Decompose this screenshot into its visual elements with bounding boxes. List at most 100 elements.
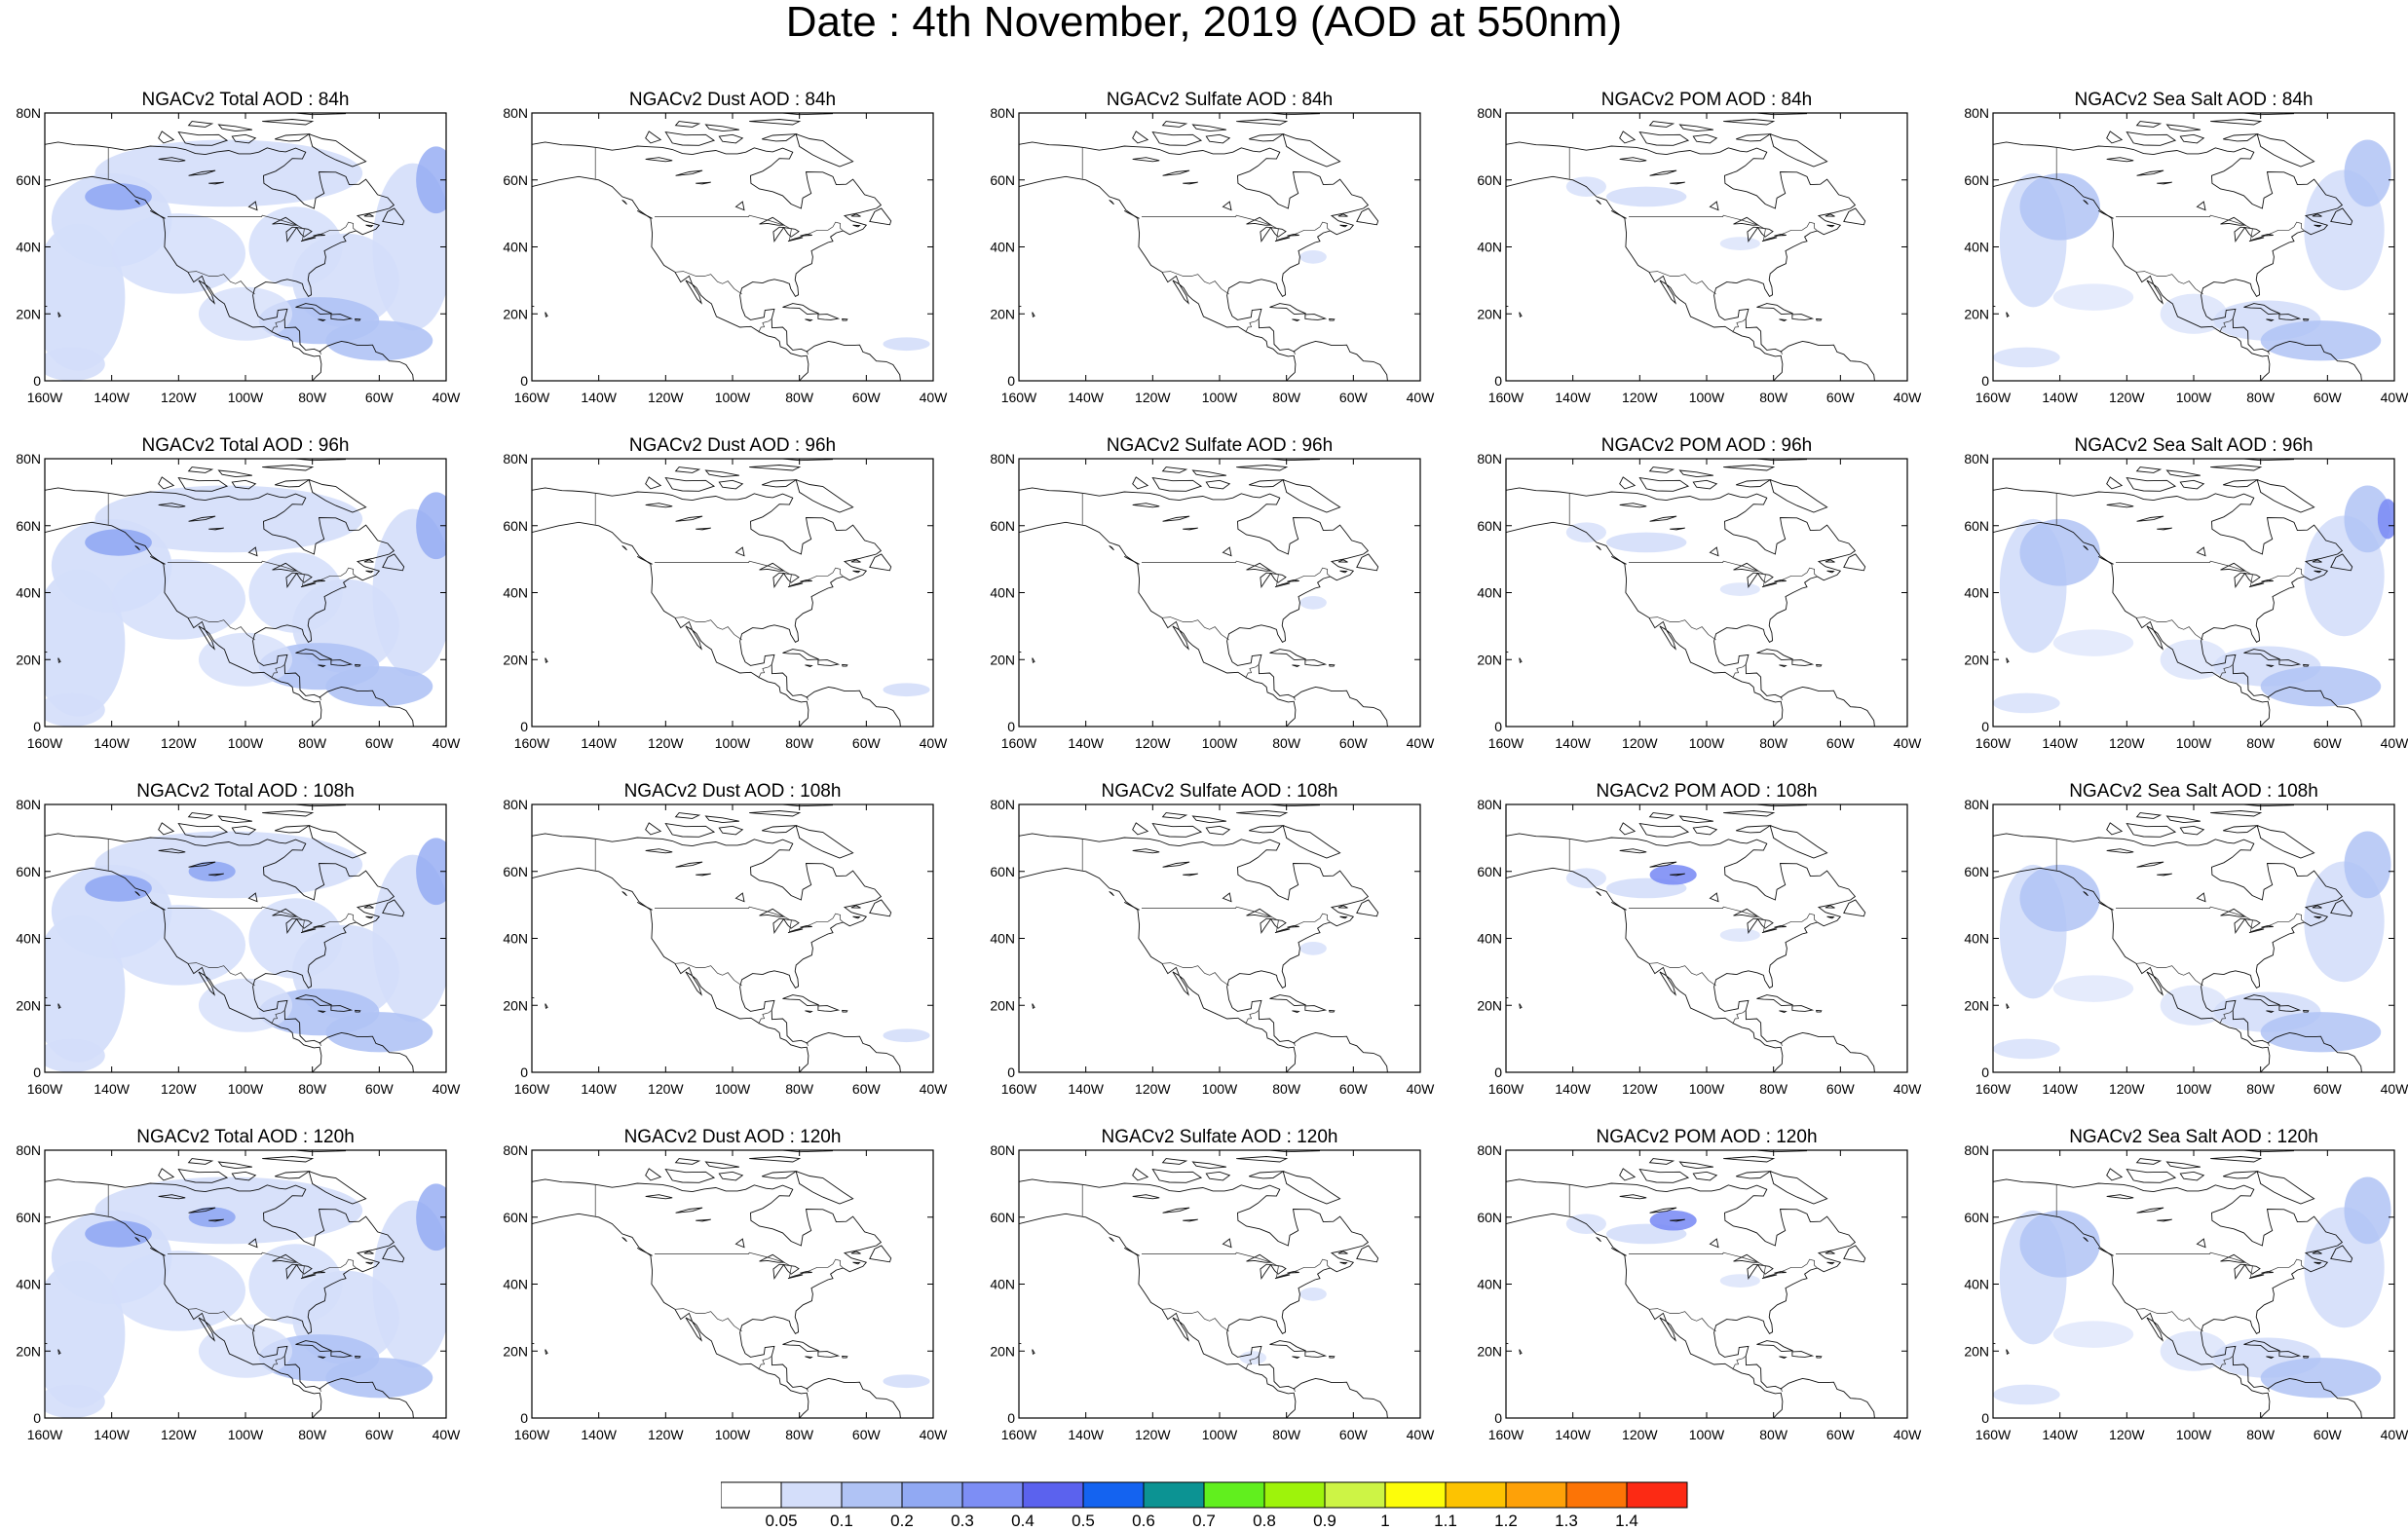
island-outline <box>2243 1340 2280 1353</box>
plot-background <box>532 113 933 381</box>
island-outline <box>704 1161 739 1170</box>
aod-patch <box>2019 518 2100 586</box>
aod-patch <box>198 1324 293 1378</box>
lake-outline <box>2196 546 2206 557</box>
island-outline <box>1151 1169 1203 1183</box>
lat-tick-label: 40N <box>990 1277 1015 1292</box>
plot-background <box>1019 804 1420 1072</box>
island-outline <box>2135 812 2163 819</box>
island-outline <box>1779 1010 1787 1013</box>
lon-tick-label: 120W <box>2109 735 2145 751</box>
island-outline <box>2083 1237 2088 1243</box>
coastline <box>1993 1213 2271 1418</box>
lon-tick-label: 140W <box>2042 390 2078 405</box>
lon-tick-label: 40W <box>433 1427 462 1442</box>
lon-tick-label: 40W <box>920 735 949 751</box>
lon-tick-label: 80W <box>2246 1427 2276 1442</box>
coastline <box>2006 1349 2010 1356</box>
lake-outline <box>247 546 258 557</box>
island-outline <box>1109 200 1114 205</box>
panel-title: NGACv2 Sulfate AOD : 96h <box>1106 435 1334 456</box>
tick-marks <box>1505 112 1908 382</box>
lon-tick-label: 140W <box>1068 1427 1104 1442</box>
island-outline <box>1692 133 1718 144</box>
country-border <box>1162 962 1229 987</box>
borders <box>1081 839 1331 1047</box>
tick-marks <box>531 1149 934 1419</box>
coastline <box>1993 487 2344 698</box>
lake-outline <box>208 1218 224 1222</box>
island-outline <box>158 822 175 836</box>
coastline <box>57 312 61 318</box>
lat-tick-label: 40N <box>990 240 1015 255</box>
coastlines <box>1993 804 2362 1072</box>
island-outline <box>1269 303 1306 316</box>
lon-tick-label: 60W <box>1339 1081 1369 1097</box>
island-outline <box>1205 479 1231 490</box>
lake-outline <box>2261 233 2274 237</box>
lake-outline <box>2220 1253 2247 1263</box>
island-outline <box>1282 478 1341 513</box>
tick-marks <box>1992 458 2395 728</box>
lon-tick-label: 60W <box>852 1081 882 1097</box>
lat-tick-label: 60N <box>1964 172 1989 188</box>
coastline <box>57 1003 61 1010</box>
coastlines <box>1019 113 1388 381</box>
lake-outline <box>1733 908 1760 917</box>
lon-tick-label: 100W <box>715 735 751 751</box>
island-outline <box>1292 318 1300 321</box>
map-panel-total-96h: 80N 60N 40N 20N 0 160W 140W 120W 100W 80W 60W 40W NG… <box>0 435 477 762</box>
island-outline <box>275 825 311 834</box>
colorbar-box <box>1022 1481 1084 1509</box>
lake-outline <box>696 527 711 531</box>
aod-patch <box>1993 692 2060 714</box>
lake-outline <box>2196 1238 2206 1249</box>
island-outline <box>1282 132 1341 168</box>
lat-tick-label: 60N <box>503 864 528 879</box>
lon-tick-label: 80W <box>1272 735 1301 751</box>
lat-tick-label: 60N <box>990 864 1015 879</box>
island-outline <box>1249 1171 1285 1179</box>
lake-outline <box>2234 226 2246 243</box>
island-outline <box>1339 915 1348 919</box>
aod-shading <box>1565 176 1760 250</box>
lake-outline <box>696 1218 711 1222</box>
plot-background <box>1506 113 1907 381</box>
lon-tick-label: 80W <box>785 390 814 405</box>
country-border <box>675 962 742 987</box>
lake-outline <box>1287 1270 1299 1274</box>
island-outline <box>2210 119 2263 126</box>
island-outline <box>318 1010 326 1013</box>
lon-tick-label: 40W <box>433 390 462 405</box>
island-outline <box>2266 1010 2275 1013</box>
lon-tick-label: 80W <box>1272 1427 1301 1442</box>
coastline <box>806 1031 901 1072</box>
lon-tick-label: 140W <box>581 1427 617 1442</box>
lake-outline <box>675 1207 703 1214</box>
lake-outline <box>772 572 785 588</box>
country-border <box>1142 906 1331 933</box>
coastline <box>1519 657 1523 664</box>
island-outline <box>382 207 405 226</box>
island-outline <box>295 303 332 316</box>
island-outline <box>2266 1356 2275 1359</box>
lake-outline <box>734 1238 745 1249</box>
lon-tick-label: 120W <box>1135 1081 1171 1097</box>
country-border <box>1780 1042 1784 1047</box>
country-border <box>1780 351 1784 355</box>
island-outline <box>2135 121 2163 128</box>
coastline <box>545 657 548 664</box>
aod-patch <box>198 632 293 687</box>
island-outline <box>762 479 798 488</box>
borders <box>2055 147 2305 355</box>
island-outline <box>2256 478 2315 513</box>
lat-tick-label: 80N <box>1964 1142 1989 1158</box>
map-panel-sulfate-108h: 80N 60N 40N 20N 0 160W 140W 120W 100W 80W 60W 40W NG… <box>974 781 1451 1107</box>
coastline <box>45 521 322 727</box>
lake-outline <box>800 233 812 237</box>
lon-tick-label: 80W <box>1759 1081 1788 1097</box>
tick-marks <box>1018 1149 1421 1419</box>
